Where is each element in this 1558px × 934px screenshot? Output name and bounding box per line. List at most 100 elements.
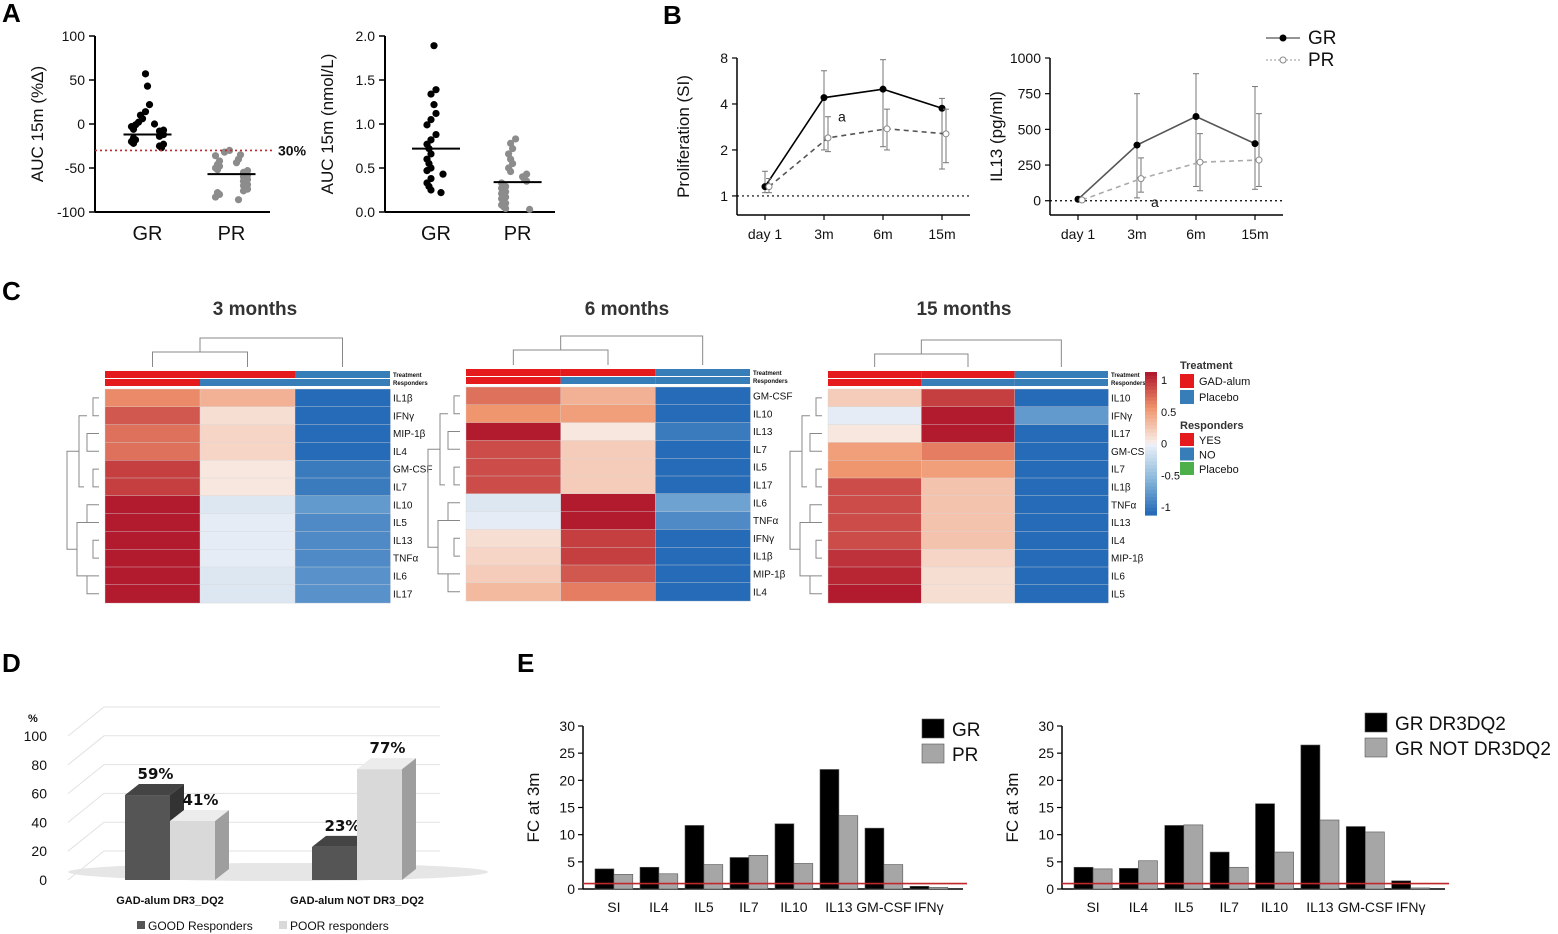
- y-tick-label: 20: [559, 772, 575, 788]
- category-label: GAD-alum DR3_DQ2: [116, 895, 224, 907]
- heatmap-cell: [104, 406, 201, 426]
- data-point: [430, 101, 438, 109]
- x-tick-label: day 1: [1061, 226, 1095, 242]
- x-tick-label: IL13: [825, 899, 852, 915]
- data-point: [423, 167, 431, 175]
- color-scale-swatch: [1145, 389, 1157, 395]
- annotation-row-label: Responders: [753, 379, 788, 385]
- data-point: [526, 205, 534, 213]
- data-point: [427, 186, 435, 194]
- bar-gr: [819, 769, 840, 890]
- y-tick-label: 8: [720, 50, 728, 66]
- color-scale-swatch: [1145, 447, 1157, 452]
- heatmap-cell: [104, 442, 201, 461]
- x-tick-label: IL7: [1219, 899, 1239, 915]
- color-scale-swatch: [1145, 450, 1157, 455]
- panel-letter-e: E: [517, 648, 534, 678]
- annotation-row-label: Responders: [1111, 381, 1146, 387]
- bar-front: [312, 846, 357, 880]
- heatmap-cell: [199, 424, 296, 444]
- y-tick-label: 20: [31, 843, 47, 859]
- heatmap-cell: [921, 442, 1016, 461]
- heatmap-cell: [655, 564, 751, 584]
- color-scale-swatch: [1145, 375, 1157, 380]
- heatmap-row-label: TNFα: [753, 516, 778, 527]
- color-scale-tick: 1: [1161, 375, 1167, 387]
- color-scale-swatch: [1145, 468, 1157, 473]
- heatmap-title: 3 months: [213, 299, 297, 320]
- heatmap-cell: [465, 404, 562, 424]
- heatmap-row-label: IL5: [393, 518, 407, 529]
- y-axis-title: FC at 3m: [524, 773, 543, 843]
- color-scale-swatch: [1145, 493, 1157, 498]
- heatmap-row-label: IL5: [1111, 589, 1125, 600]
- color-scale-swatch: [1145, 393, 1157, 398]
- data-point: [765, 183, 773, 191]
- y-tick-label: 80: [31, 757, 47, 773]
- heatmap-cell: [655, 422, 751, 442]
- heatmap-row-label: IL6: [1111, 572, 1125, 583]
- heatmap-row-label: MIP-1β: [1111, 554, 1144, 565]
- color-scale-swatch: [1145, 443, 1157, 448]
- heatmap-cell: [827, 584, 923, 604]
- heatmap-row-label: IL10: [753, 409, 773, 420]
- annotation-row-label: Treatment: [393, 373, 422, 379]
- y-tick-label: 4: [720, 96, 728, 112]
- category-label: GAD-alum NOT DR3_DQ2: [290, 895, 424, 907]
- heatmap-row-label: TNFα: [1111, 500, 1136, 511]
- legend-label: GAD-alum: [1199, 376, 1250, 388]
- data-point: [938, 104, 946, 112]
- bar-gr-not-dr3dq2: [1410, 887, 1431, 890]
- bar-gr-dr3dq2: [1345, 826, 1366, 890]
- heatmap-cell: [1014, 477, 1109, 497]
- color-scale-swatch: [1145, 386, 1157, 391]
- bar-top: [170, 809, 229, 821]
- heatmap-cell: [104, 531, 201, 550]
- heatmap-row-label: IL4: [1111, 536, 1125, 547]
- heatmap-row-label: IL17: [1111, 429, 1131, 440]
- bar-gr-not-dr3dq2: [1092, 868, 1113, 890]
- data-point: [432, 109, 440, 118]
- heatmap-cell: [199, 531, 296, 550]
- x-tick-label: IL7: [739, 899, 759, 915]
- data-point: [1196, 158, 1204, 166]
- legend-title-responders: Responders: [1180, 420, 1244, 432]
- color-scale-swatch: [1145, 475, 1157, 480]
- x-tick-label: 15m: [928, 226, 955, 242]
- heatmap-cell: [921, 584, 1016, 604]
- row-dendrogram: [427, 395, 460, 593]
- x-tick-label: IL4: [649, 899, 669, 915]
- series-line-pr: [768, 128, 947, 188]
- x-tick-label: SI: [607, 899, 620, 915]
- heatmap-cell: [655, 458, 751, 477]
- data-point: [1137, 175, 1145, 183]
- heatmap-cell: [921, 406, 1016, 426]
- color-scale-swatch: [1145, 457, 1157, 462]
- bar-gr-dr3dq2: [1073, 866, 1094, 890]
- y-tick-label: 30: [1038, 718, 1054, 734]
- gridline: [67, 706, 440, 737]
- column-dendrogram: [512, 335, 704, 365]
- legend-swatch: [1364, 712, 1388, 733]
- x-tick-label: 3m: [814, 226, 833, 242]
- y-tick-label: 1000: [1010, 50, 1041, 66]
- y-tick-label: 100: [24, 728, 48, 744]
- heatmap-cell: [465, 475, 562, 495]
- heatmap-cell: [104, 566, 201, 586]
- data-point: [213, 166, 222, 174]
- color-scale-swatch: [1145, 425, 1157, 430]
- heatmap-cell: [465, 564, 562, 584]
- data-point: [511, 135, 520, 143]
- y-tick-label: 750: [1018, 86, 1042, 102]
- heatmap-cell: [655, 440, 751, 459]
- heatmap-cell: [827, 406, 923, 426]
- color-scale-swatch: [1145, 507, 1157, 513]
- heatmap-cell: [104, 513, 201, 533]
- heatmap-cell: [199, 406, 296, 426]
- bar-side: [402, 758, 416, 880]
- heatmap-cell: [655, 404, 751, 424]
- y-tick-label: 10: [1038, 827, 1054, 843]
- legend-label: GR NOT DR3DQ2: [1395, 739, 1551, 760]
- heatmap-row-label: IL13: [753, 427, 773, 438]
- legend-swatch: [1180, 374, 1194, 388]
